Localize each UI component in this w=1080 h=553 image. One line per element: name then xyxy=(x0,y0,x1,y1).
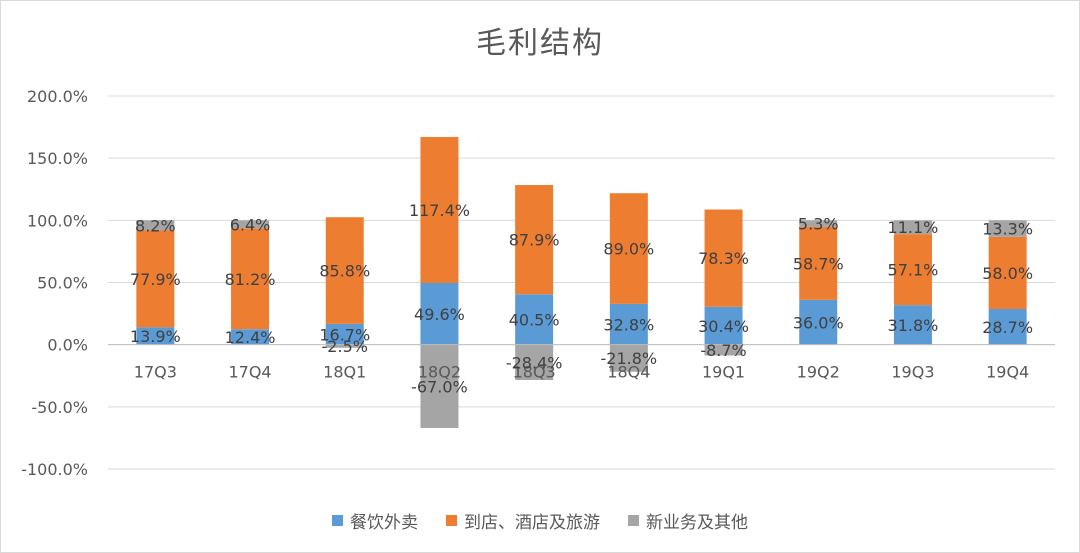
data-label: 8.2% xyxy=(135,216,176,235)
data-label: 36.0% xyxy=(793,313,844,332)
bar-food-delivery xyxy=(893,305,932,345)
data-label: 13.9% xyxy=(130,327,181,346)
data-label: -21.8% xyxy=(601,349,658,368)
bar-food-delivery xyxy=(136,327,175,345)
y-tick-label: 150.0% xyxy=(27,149,88,168)
x-tick-label: 17Q4 xyxy=(228,363,271,382)
bar-food-delivery xyxy=(609,303,648,345)
bar-instore-hotel-travel xyxy=(136,230,175,328)
bar-instore-hotel-travel xyxy=(704,209,743,307)
bar-food-delivery xyxy=(325,323,364,345)
bar-food-delivery xyxy=(704,306,743,345)
bar-instore-hotel-travel xyxy=(325,217,364,324)
bar-new-initiatives xyxy=(515,344,554,380)
bar-instore-hotel-travel xyxy=(515,185,554,295)
plot-area: 200.0% 150.0% 100.0% 50.0% 0.0% -50.0% -100.0%… xyxy=(21,87,1055,479)
y-tick-label: 0.0% xyxy=(47,336,88,355)
legend-label-food-delivery: 餐饮外卖 xyxy=(350,513,418,533)
data-label: -67.0% xyxy=(411,377,468,396)
data-label: 58.7% xyxy=(793,254,844,273)
bar-new-initiatives xyxy=(325,344,364,348)
data-label: 32.8% xyxy=(603,315,654,334)
bar-new-initiatives xyxy=(799,220,838,227)
y-tick-label: 200.0% xyxy=(27,87,88,106)
data-label: 78.3% xyxy=(698,249,749,268)
data-label: -8.7% xyxy=(700,341,746,360)
legend-swatch-food-delivery xyxy=(332,515,343,526)
data-label: 40.5% xyxy=(509,310,560,329)
x-tick-label: 17Q3 xyxy=(134,363,177,382)
data-label: 30.4% xyxy=(698,317,749,336)
x-tick-label: 19Q3 xyxy=(891,363,934,382)
data-label: 31.8% xyxy=(888,316,939,335)
bar-instore-hotel-travel xyxy=(609,193,648,304)
legend-label-instore-hotel-travel: 到店、酒店及旅游 xyxy=(464,513,600,533)
data-label: 11.1% xyxy=(888,218,939,237)
bar-instore-hotel-travel xyxy=(893,234,932,306)
bar-new-initiatives xyxy=(231,220,270,229)
bar-instore-hotel-travel xyxy=(231,228,270,330)
data-label: 16.7% xyxy=(319,325,370,344)
data-label: 12.4% xyxy=(225,328,276,347)
data-label: 89.0% xyxy=(603,240,654,259)
x-axis: 17Q3 17Q4 18Q1 18Q2 18Q3 18Q4 19Q1 19Q2 19Q3 19Q4 xyxy=(108,344,1055,382)
bar-new-initiatives xyxy=(136,220,175,231)
bar-new-initiatives xyxy=(893,220,932,235)
chart-title: 毛利结构 xyxy=(476,26,604,61)
y-tick-label: 100.0% xyxy=(27,211,88,230)
data-label: 49.6% xyxy=(414,305,465,324)
bar-new-initiatives xyxy=(609,344,648,372)
data-label: 81.2% xyxy=(225,270,276,289)
data-label: 87.9% xyxy=(509,231,560,250)
legend-item-food-delivery: 餐饮外卖 xyxy=(332,508,418,533)
bar-instore-hotel-travel xyxy=(988,236,1027,309)
bar-new-initiatives xyxy=(420,344,459,428)
y-tick-label: -50.0% xyxy=(31,398,88,417)
data-label: 85.8% xyxy=(319,262,370,281)
data-label: 77.9% xyxy=(130,270,181,289)
legend-label-new-initiatives: 新业务及其他 xyxy=(646,513,748,533)
bar-instore-hotel-travel xyxy=(420,137,459,283)
x-tick-label: 19Q4 xyxy=(986,363,1029,382)
data-label: 57.1% xyxy=(888,261,939,280)
bar-new-initiatives xyxy=(704,344,743,356)
data-label: -2.5% xyxy=(322,337,368,356)
legend: 餐饮外卖 到店、酒店及旅游 新业务及其他 xyxy=(0,508,1080,533)
data-label: 13.3% xyxy=(982,220,1033,239)
x-tick-label: 18Q4 xyxy=(607,363,650,382)
data-label: -28.4% xyxy=(506,353,563,372)
bars xyxy=(136,137,1027,428)
x-tick-label: 18Q2 xyxy=(418,363,461,382)
bar-food-delivery xyxy=(799,299,838,345)
y-tick-label: -100.0% xyxy=(21,460,88,479)
x-tick-label: 18Q1 xyxy=(323,363,366,382)
legend-swatch-new-initiatives xyxy=(628,515,639,526)
bar-instore-hotel-travel xyxy=(799,226,838,300)
x-tick-label: 19Q2 xyxy=(797,363,840,382)
data-label: 117.4% xyxy=(409,201,470,220)
data-label: 5.3% xyxy=(798,215,839,234)
bar-food-delivery xyxy=(420,282,459,345)
bar-food-delivery xyxy=(988,308,1027,345)
x-tick-label: 18Q3 xyxy=(513,363,556,382)
bar-new-initiatives xyxy=(988,220,1027,237)
legend-swatch-instore-hotel-travel xyxy=(446,515,457,526)
bar-food-delivery xyxy=(515,294,554,345)
legend-item-new-initiatives: 新业务及其他 xyxy=(628,508,748,533)
y-axis: 200.0% 150.0% 100.0% 50.0% 0.0% -50.0% -100.0% xyxy=(21,87,88,479)
data-label: 28.7% xyxy=(982,318,1033,337)
y-tick-label: 50.0% xyxy=(37,274,88,293)
data-label: 58.0% xyxy=(982,264,1033,283)
legend-item-instore-hotel-travel: 到店、酒店及旅游 xyxy=(446,508,600,533)
bar-food-delivery xyxy=(231,329,270,345)
data-labels: 13.9% 77.9% 8.2% 12.4% 81.2% 6.4% 16.7% 85.8% -2… xyxy=(130,201,1033,396)
data-label: 6.4% xyxy=(230,215,271,234)
x-tick-label: 19Q1 xyxy=(702,363,745,382)
